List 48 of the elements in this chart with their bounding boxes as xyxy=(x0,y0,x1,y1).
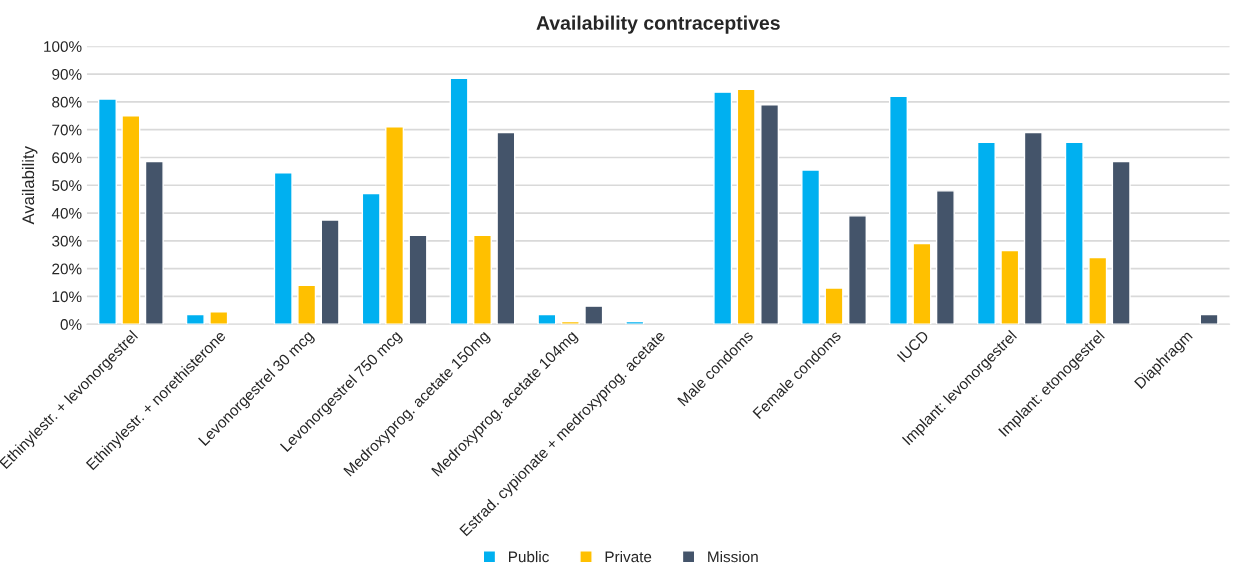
bar xyxy=(185,313,205,325)
bar xyxy=(121,115,141,325)
bar xyxy=(1000,249,1020,325)
bar xyxy=(1064,141,1084,325)
y-tick-label: 60% xyxy=(52,152,82,164)
y-tick-label: 30% xyxy=(52,235,82,247)
bar xyxy=(1199,313,1219,325)
bar xyxy=(935,190,955,325)
legend-label: Public xyxy=(509,551,549,563)
bar xyxy=(912,242,932,325)
legend-label: Mission xyxy=(708,551,758,563)
bar xyxy=(408,234,428,325)
bar xyxy=(273,172,293,325)
bar xyxy=(760,103,780,325)
bar xyxy=(801,169,821,325)
bar xyxy=(472,234,492,325)
y-tick-label: 100% xyxy=(44,41,82,53)
bar xyxy=(976,141,996,325)
y-tick-label: 0% xyxy=(60,319,82,330)
bar xyxy=(385,126,405,325)
legend-label: Private xyxy=(605,551,652,563)
bar xyxy=(1023,131,1043,325)
bar xyxy=(361,192,381,325)
bar xyxy=(496,131,516,325)
bar xyxy=(537,313,557,325)
y-tick-label: 40% xyxy=(51,207,82,219)
bar xyxy=(144,160,164,325)
y-tick-label: 50% xyxy=(52,180,82,191)
bar xyxy=(1088,256,1108,325)
bar xyxy=(209,311,229,325)
bar xyxy=(736,88,756,325)
y-axis-title: Availability xyxy=(21,146,38,225)
bar xyxy=(889,95,908,325)
bar xyxy=(713,91,733,325)
bar xyxy=(824,287,844,325)
bar xyxy=(848,215,867,325)
bar xyxy=(1111,160,1131,325)
bar xyxy=(449,77,469,325)
y-tick-label: 10% xyxy=(52,291,82,303)
y-tick-label: 20% xyxy=(52,263,82,275)
bar xyxy=(297,284,317,325)
chart-title: Availability contraceptives xyxy=(536,15,780,34)
y-tick-label: 80% xyxy=(52,96,82,108)
bar xyxy=(97,98,117,325)
y-tick-label: 90% xyxy=(52,68,82,80)
bar xyxy=(320,219,340,325)
bar xyxy=(584,305,604,325)
y-tick-label: 70% xyxy=(52,124,82,136)
